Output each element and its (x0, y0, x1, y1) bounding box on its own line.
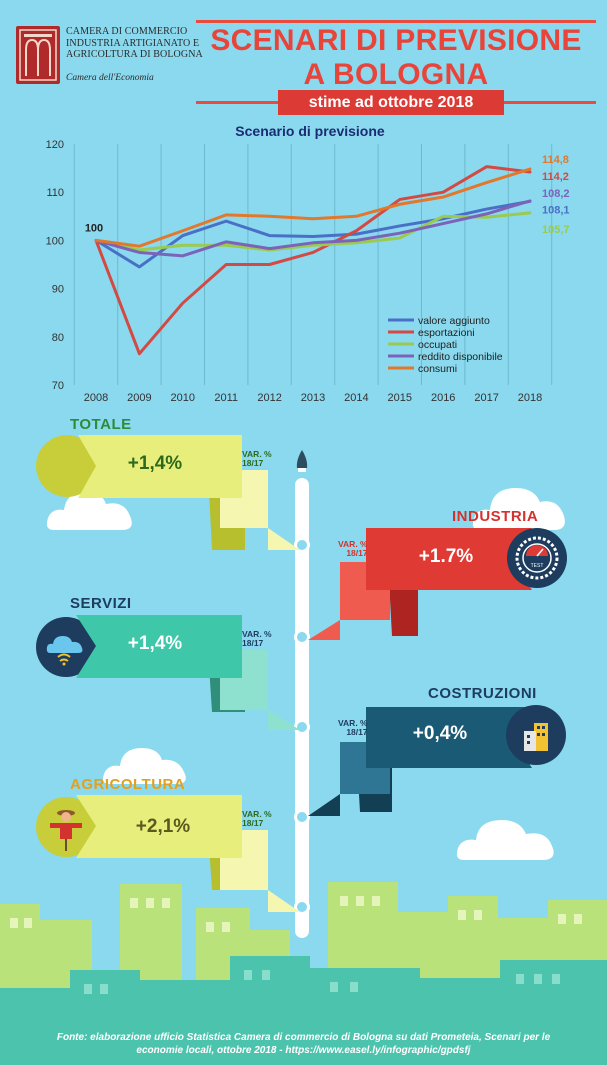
title-rule-top (196, 20, 596, 23)
x-tick-label: 2016 (431, 392, 455, 404)
gauge-icon: TEST (515, 536, 559, 580)
servizi-var-label: VAR. % 18/17 (242, 629, 272, 648)
banner-costruzioni (308, 707, 532, 816)
industria-value: +1.7% (418, 546, 474, 567)
x-tick-label: 2018 (518, 392, 542, 404)
x-tick-label: 2011 (214, 392, 238, 404)
chamber-logo (16, 26, 60, 84)
x-tick-label: 2015 (388, 392, 412, 404)
series-end-label-3: 108,2 (542, 188, 570, 200)
series-end-label-4: 114,8 (542, 154, 569, 166)
series-line-2 (94, 211, 532, 252)
sector-title-servizi: SERVIZI (70, 595, 132, 612)
y-tick-label: 110 (46, 187, 64, 199)
x-tick-label: 2008 (84, 392, 108, 404)
costruzioni-icon-circle (506, 705, 566, 765)
cloud-right-mid (456, 820, 554, 860)
series-line-3 (94, 199, 532, 258)
banner-industria (308, 528, 532, 640)
organization-name: CAMERA DI COMMERCIO INDUSTRIA ARTIGIANAT… (66, 26, 203, 60)
page-title-line1: SCENARI DI PREVISIONE (210, 24, 582, 57)
legend-label-2: occupati (418, 339, 457, 351)
series-end-label-0: 108,1 (542, 204, 570, 216)
banner-totale (78, 435, 300, 550)
scarecrow-icon (50, 810, 82, 851)
buildings-icon (524, 723, 548, 751)
y-tick-label: 100 (46, 235, 64, 247)
legend-label-3: reddito disponibile (418, 351, 503, 363)
cloud-left-top (46, 492, 132, 530)
series-line-1 (94, 165, 532, 356)
legend-label-4: consumi (418, 363, 457, 375)
totale-value: +1,4% (127, 453, 183, 474)
agricoltura-value: +2,1% (135, 816, 191, 837)
sector-title-totale: TOTALE (70, 416, 132, 433)
gauge-icon-text: TEST (531, 563, 544, 569)
legend-label-0: valore aggiunto (418, 315, 490, 327)
sector-title-industria: INDUSTRIA (452, 508, 539, 525)
y-tick-label: 90 (52, 284, 64, 296)
start-value-label: 100 (85, 222, 103, 234)
x-tick-label: 2014 (344, 392, 368, 404)
x-tick-label: 2012 (257, 392, 281, 404)
chart-title: Scenario di previsione (235, 123, 385, 139)
cloud-right-top (472, 488, 565, 530)
cloud-wifi-icon (46, 636, 83, 666)
page-title-line2: A BOLOGNA (303, 58, 489, 91)
x-tick-label: 2009 (127, 392, 151, 404)
timeline-node-agricoltura (294, 809, 310, 825)
organization-subtitle: Camera dell'Economia (66, 73, 154, 83)
totale-var-label: VAR. % 18/17 (242, 449, 272, 468)
timeline-tip (296, 450, 308, 472)
x-tick-label: 2013 (301, 392, 325, 404)
industria-var-label: VAR. % 18/17 (338, 539, 368, 558)
x-tick-label: 2010 (171, 392, 195, 404)
costruzioni-value: +0,4% (412, 723, 468, 744)
timeline-node-costruzioni (294, 719, 310, 735)
line-chart: 70 80 90 100 110 120 2008 2009 2010 2011 2012 2013… (46, 139, 570, 404)
subtitle-band: stime ad ottobre 2018 (278, 90, 504, 115)
y-tick-label: 120 (46, 139, 64, 151)
source-footer: Fonte: elaborazione ufficio Statistica C… (56, 1032, 551, 1056)
x-tick-label: 2017 (474, 392, 498, 404)
timeline-node-servizi (294, 629, 310, 645)
legend-label-1: esportazioni (418, 327, 475, 339)
y-tick-label: 80 (52, 332, 64, 344)
servizi-value: +1,4% (127, 633, 183, 654)
agricoltura-var-label: VAR. % 18/17 (242, 809, 272, 828)
industria-icon-circle: TEST (507, 528, 567, 588)
y-tick-label: 70 (52, 380, 64, 392)
sector-title-costruzioni: COSTRUZIONI (428, 685, 537, 702)
sector-title-agricoltura: AGRICOLTURA (70, 776, 186, 793)
series-end-label-1: 114,2 (542, 171, 569, 183)
banner-servizi (76, 615, 300, 730)
cloud-left-mid (102, 748, 186, 784)
series-line-4 (94, 167, 532, 248)
banner-agricoltura (76, 795, 300, 912)
city-skyline (0, 882, 607, 1065)
series-end-label-2: 105,7 (542, 224, 570, 236)
costruzioni-var-label: VAR. % 18/17 (338, 718, 368, 737)
